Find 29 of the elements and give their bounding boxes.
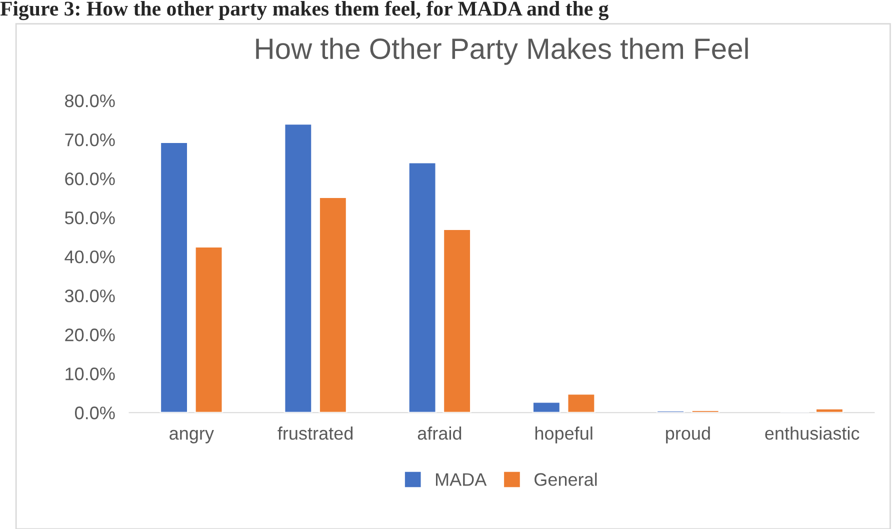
y-tick-label: 50.0% xyxy=(64,211,115,224)
bar xyxy=(690,410,720,413)
x-tick-label: afraid xyxy=(418,426,462,440)
caption: Figure 3: How the other party makes them feel, for MADA and the g xyxy=(0,0,609,20)
y-tick-label: 40.0% xyxy=(64,250,115,264)
x-tick-label: hopeful xyxy=(535,426,592,444)
bar xyxy=(284,123,313,413)
legend-label: MADA xyxy=(436,473,487,486)
x-tick-label: proud xyxy=(666,426,710,444)
bar xyxy=(566,393,596,413)
bar xyxy=(160,142,188,413)
x-tick-label: angry xyxy=(170,430,214,444)
bar xyxy=(442,228,472,413)
y-tick-label: 30.0% xyxy=(64,290,115,302)
bar xyxy=(318,196,348,413)
bar xyxy=(815,408,844,413)
chart-title: How the Other Party Makes them Feel xyxy=(256,38,748,65)
x-tick-label: frustrated xyxy=(278,426,353,440)
bar xyxy=(532,401,561,413)
y-tick-label: 0.0% xyxy=(75,406,115,420)
bar xyxy=(194,246,224,413)
y-tick-label: 10.0% xyxy=(66,368,115,380)
y-tick-label: 70.0% xyxy=(65,133,115,146)
y-tick-label: 20.0% xyxy=(65,328,115,342)
legend-label: General xyxy=(534,472,597,486)
y-tick-label: 80.0% xyxy=(65,94,115,108)
y-tick-label: 60.0% xyxy=(65,172,115,186)
bar xyxy=(408,162,437,413)
x-tick-label: enthusiastic xyxy=(765,426,860,440)
